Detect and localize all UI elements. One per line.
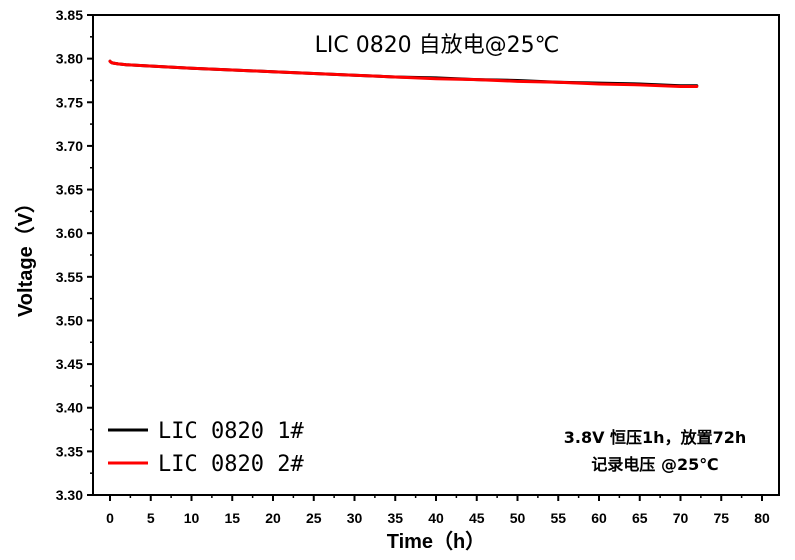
x-tick-label: 70 bbox=[673, 510, 689, 526]
y-tick-label: 3.35 bbox=[56, 443, 83, 459]
x-tick-label: 35 bbox=[387, 510, 403, 526]
x-tick-label: 55 bbox=[550, 510, 566, 526]
series-lines bbox=[108, 59, 699, 89]
y-tick-label: 3.55 bbox=[56, 269, 83, 285]
y-tick-label: 3.30 bbox=[56, 487, 83, 503]
x-tick-label: 65 bbox=[632, 510, 648, 526]
x-axis-title: Time（h） bbox=[387, 530, 486, 553]
plot-area bbox=[92, 14, 780, 496]
x-tick-label: 10 bbox=[184, 510, 200, 526]
legend-label-series-1: LIC 0820 1# bbox=[158, 419, 304, 444]
x-tick-label: 75 bbox=[713, 510, 729, 526]
annotation-line-1: 3.8V 恒压1h，放置72h bbox=[564, 428, 746, 447]
y-tick-label: 3.45 bbox=[56, 356, 83, 372]
x-tick-label: 45 bbox=[469, 510, 485, 526]
x-tick-label: 0 bbox=[106, 510, 114, 526]
y-tick-label: 3.50 bbox=[56, 312, 83, 328]
annotation-line-2: 记录电压 @25℃ bbox=[591, 455, 718, 474]
x-ticks: 0 5 10 15 20 25 30 35 40 45 50 55 60 65 70 75 80 bbox=[106, 495, 770, 526]
x-tick-label: 20 bbox=[265, 510, 281, 526]
y-tick-label: 3.60 bbox=[56, 225, 83, 241]
x-tick-label: 5 bbox=[147, 510, 155, 526]
x-tick-label: 15 bbox=[224, 510, 240, 526]
x-tick-label: 50 bbox=[510, 510, 526, 526]
y-tick-label: 3.75 bbox=[56, 94, 83, 110]
series-line-2 bbox=[108, 59, 699, 89]
y-tick-label: 3.80 bbox=[56, 51, 83, 67]
y-tick-label: 3.85 bbox=[56, 7, 83, 23]
y-tick-label: 3.65 bbox=[56, 182, 83, 198]
legend-label-series-2: LIC 0820 2# bbox=[158, 452, 304, 477]
x-tick-label: 80 bbox=[754, 510, 770, 526]
x-tick-label: 40 bbox=[428, 510, 444, 526]
y-tick-label: 3.40 bbox=[56, 400, 83, 416]
chart-title: LIC 0820 自放电@25℃ bbox=[315, 33, 560, 58]
x-tick-label: 30 bbox=[347, 510, 363, 526]
y-tick-label: 3.70 bbox=[56, 138, 83, 154]
legend: LIC 0820 1# LIC 0820 2# bbox=[108, 419, 304, 477]
y-ticks: 3.30 3.35 3.40 3.45 3.50 3.55 3.60 3.65 3.70 3.75… bbox=[56, 7, 93, 503]
x-tick-label: 25 bbox=[306, 510, 322, 526]
x-tick-label: 60 bbox=[591, 510, 607, 526]
y-axis-title: Voltage（V） bbox=[14, 193, 37, 317]
